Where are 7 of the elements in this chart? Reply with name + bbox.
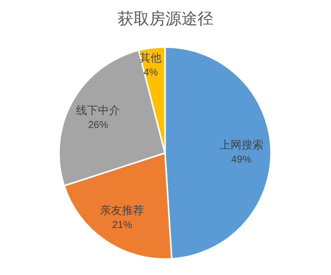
slice-label: 线下中介 [76, 104, 120, 118]
data-label: 49% [231, 154, 252, 166]
slice-label: 亲友推荐 [100, 204, 144, 218]
data-label: 26% [88, 120, 108, 132]
slice-label: 上网搜索 [219, 138, 264, 152]
chart-title: 获取房源途径 [118, 10, 214, 28]
data-label: 21% [112, 220, 132, 232]
